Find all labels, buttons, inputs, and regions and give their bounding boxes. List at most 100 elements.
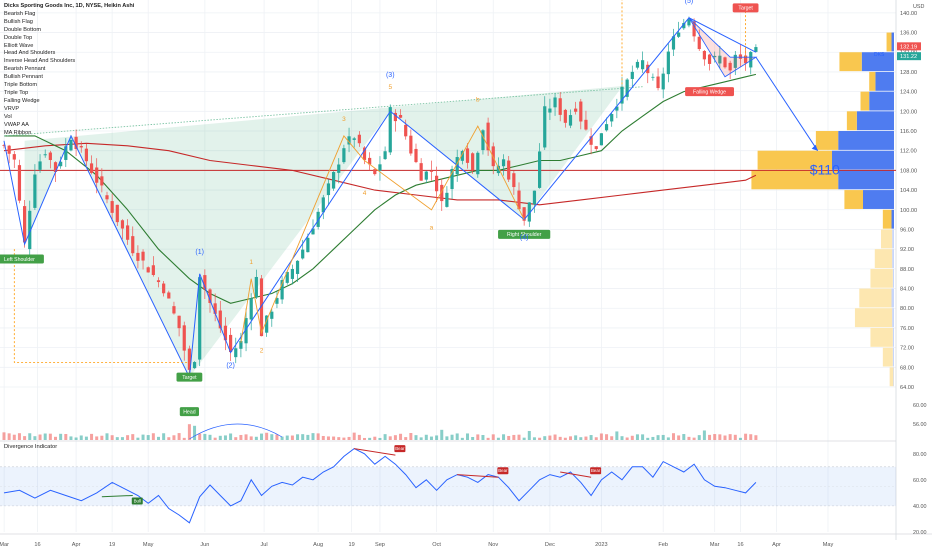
x-tick-label: Nov	[488, 542, 498, 548]
legend-indicator[interactable]: MA Ribbon	[4, 129, 32, 136]
volume-bar	[723, 435, 727, 440]
price-tick-label: 68.00	[900, 365, 914, 371]
candle-body	[378, 164, 382, 171]
x-tick-label: 19	[109, 542, 115, 548]
volume-bar	[728, 434, 732, 440]
price-tick-label: 96.00	[900, 227, 914, 233]
x-tick-label: Apr	[72, 542, 81, 548]
oscillator-title: Divergence Indicator	[4, 444, 58, 450]
wave-label: b	[476, 96, 480, 103]
candle-body	[404, 124, 408, 137]
candle-body	[249, 298, 253, 320]
vrvp-bar-down	[757, 150, 832, 170]
legend-indicator[interactable]: Vol	[4, 113, 12, 120]
vrvp-bar-up	[892, 249, 894, 269]
volume-bars	[2, 424, 758, 440]
volume-bar	[177, 433, 181, 440]
volume-bar	[265, 432, 269, 440]
candle-body	[208, 289, 212, 304]
candle-body	[95, 167, 99, 183]
legend-indicator[interactable]: Bearish Pennant	[4, 66, 46, 73]
volume-bar	[357, 434, 361, 440]
vrvp-bar-down	[889, 367, 894, 387]
volume-bar	[337, 437, 341, 440]
legend-indicator[interactable]: VWAP AA	[4, 121, 29, 128]
volume-bar	[409, 433, 413, 440]
vrvp-bar-down	[815, 131, 839, 150]
candle-body	[38, 161, 42, 170]
volume-bar	[388, 436, 392, 440]
candle-body	[192, 362, 197, 369]
legend-indicator[interactable]: Bearish Flag	[4, 10, 36, 17]
annotation-label: Target	[738, 6, 753, 12]
vrvp-bar-down	[882, 209, 892, 229]
candle-body	[337, 164, 341, 173]
candle-body	[388, 107, 392, 153]
candle-body	[332, 172, 336, 189]
projection-arrowhead	[811, 144, 818, 151]
candle-body	[445, 192, 449, 207]
volume-bar	[558, 436, 562, 440]
price-tick-label: 64.00	[900, 385, 914, 391]
candle-body	[496, 165, 500, 174]
candle-body	[651, 76, 655, 78]
volume-bar	[131, 434, 135, 440]
candle-body	[229, 334, 233, 353]
candle-body	[259, 278, 264, 337]
legend-indicator[interactable]: Inverse Head And Shoulders	[4, 58, 76, 65]
legend-indicator[interactable]: Double Top	[4, 34, 33, 41]
price-tick-label: 84.00	[900, 287, 914, 293]
currency-label: USD	[913, 4, 924, 10]
volume-bar	[460, 437, 464, 440]
legend-indicator[interactable]: VRVP	[4, 105, 20, 112]
candle-body	[203, 275, 207, 290]
volume-bar	[738, 437, 742, 440]
vrvp-bar-down	[846, 111, 857, 131]
volume-bar	[553, 434, 557, 440]
divergence-label: Bear	[498, 468, 508, 473]
volume-bar	[316, 433, 320, 440]
volume-bar	[182, 437, 186, 440]
volume-bar	[569, 436, 572, 440]
vrvp-bar-up	[838, 170, 894, 190]
volume-bar	[43, 433, 47, 440]
volume-bar	[352, 432, 356, 440]
candle-body	[471, 153, 475, 171]
candle-body	[156, 280, 161, 283]
volume-bar	[141, 434, 145, 440]
legend-indicator[interactable]: Bullish Pennant	[4, 74, 43, 81]
candle-body	[146, 267, 150, 273]
legend-indicator[interactable]: Elliott Wave	[4, 42, 34, 49]
volume-bar	[414, 435, 418, 440]
volume-bar	[48, 433, 52, 440]
price-tick-label: 140.00	[900, 11, 917, 17]
volume-bar	[172, 435, 176, 440]
volume-bar	[64, 433, 68, 440]
x-tick-label: 2023	[595, 542, 607, 548]
candle-body	[517, 190, 521, 210]
price-tick-label: 136.00	[900, 31, 917, 37]
legend-indicator[interactable]: Double Bottom	[4, 26, 42, 33]
volume-bar	[692, 437, 696, 440]
legend-indicator[interactable]: Bullish Flag	[4, 18, 33, 25]
volume-bar	[126, 435, 130, 440]
volume-bar	[193, 425, 197, 440]
candle-body	[589, 136, 593, 145]
legend-indicator[interactable]: Falling Wedge	[4, 97, 40, 104]
volume-bar	[249, 436, 253, 440]
legend-indicator[interactable]: Head And Shoulders	[4, 50, 56, 57]
candle-body	[512, 173, 516, 188]
volume-bar	[486, 437, 490, 440]
candle-body	[306, 237, 310, 253]
candle-body	[744, 55, 748, 64]
candle-body	[342, 148, 346, 163]
candle-body	[733, 54, 737, 68]
price-tag	[897, 52, 921, 61]
legend-indicator[interactable]: Triple Top	[4, 89, 29, 96]
legend-indicator[interactable]: Triple Bottom	[4, 82, 38, 89]
candle-body	[368, 157, 372, 165]
candle-body	[532, 190, 537, 205]
candle-body	[641, 60, 645, 70]
volume-bar	[208, 434, 212, 440]
candle-body	[234, 348, 238, 358]
